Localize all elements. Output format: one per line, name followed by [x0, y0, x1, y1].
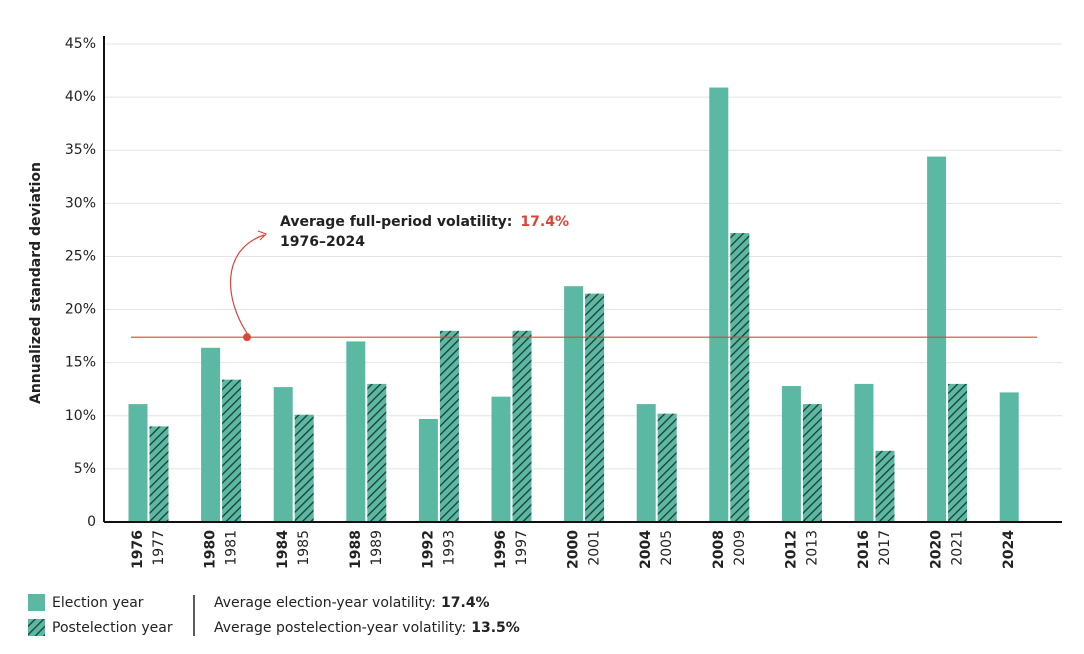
bar: [657, 413, 677, 522]
x-tick-label: 1984: [275, 530, 291, 569]
y-tick-label: 25%: [65, 248, 96, 264]
x-tick-label: 1993: [441, 530, 457, 566]
x-tick-label: 2021: [950, 530, 966, 566]
bar: [149, 426, 169, 522]
y-tick-label: 5%: [74, 461, 96, 477]
x-tick-label: 2016: [856, 530, 872, 569]
x-tick-label: 2001: [587, 530, 603, 566]
bar: [439, 330, 459, 522]
y-tick-label: 0: [87, 514, 96, 530]
legend-swatch: [28, 594, 45, 611]
arrow-head: [257, 230, 268, 241]
x-tick-label: 1977: [151, 530, 167, 566]
bar: [999, 392, 1019, 522]
bar: [346, 341, 366, 522]
bar: [636, 404, 656, 522]
bar: [222, 379, 242, 522]
bar: [367, 383, 387, 522]
y-tick-label: 20%: [65, 302, 96, 318]
x-tick-label: 1985: [296, 530, 312, 566]
bar: [948, 383, 968, 522]
x-tick-label: 1992: [420, 530, 436, 569]
bar: [418, 418, 438, 522]
bar: [927, 156, 947, 522]
note: Average postelection-year volatility: 13.…: [214, 620, 520, 636]
legend-label: Election year: [52, 595, 144, 611]
bar: [201, 347, 221, 522]
x-tick-label: 2004: [638, 530, 654, 569]
x-tick-label: 2009: [732, 530, 748, 566]
y-axis-title: Annualized standard deviation: [28, 162, 44, 404]
bar: [294, 414, 314, 522]
bar: [128, 404, 148, 522]
y-tick-label: 45%: [65, 36, 96, 52]
x-tick-label: 2020: [929, 530, 945, 569]
bar: [564, 286, 584, 522]
bar: [781, 386, 801, 522]
bar: [709, 87, 729, 522]
x-tick-label: 1980: [203, 530, 219, 569]
x-tick-label: 1996: [493, 530, 509, 569]
annotation-period: 1976–2024: [280, 234, 365, 250]
x-tick-label: 1981: [224, 530, 240, 566]
bar: [273, 387, 293, 522]
annotation: Average full-period volatility: 17.4%: [280, 214, 569, 230]
x-tick-label: 2024: [1001, 530, 1017, 569]
x-tick-label: 1989: [369, 530, 385, 566]
y-tick-label: 15%: [65, 355, 96, 371]
note-value: 17.4%: [441, 595, 490, 611]
x-tick-label: 2008: [711, 530, 727, 569]
x-tick-label: 2000: [566, 530, 582, 569]
bar: [854, 383, 874, 522]
annotation-text: Average full-period volatility:: [280, 214, 512, 230]
x-tick-label: 2017: [877, 530, 893, 566]
note-text: Average postelection-year volatility:: [214, 620, 466, 636]
bar: [585, 293, 605, 522]
note-value: 13.5%: [471, 620, 520, 636]
legend-label: Postelection year: [52, 620, 173, 636]
average-dot: [243, 333, 251, 342]
x-tick-label: 2005: [659, 530, 675, 566]
y-tick-label: 35%: [65, 142, 96, 158]
x-tick-label: 2012: [783, 530, 799, 569]
y-tick-label: 10%: [65, 408, 96, 424]
bar: [730, 233, 750, 522]
x-tick-label: 1976: [130, 530, 146, 569]
x-tick-label: 1997: [514, 530, 530, 566]
x-tick-label: 2013: [804, 530, 820, 566]
legend-swatch: [28, 619, 45, 636]
note: Average election-year volatility: 17.4%: [214, 595, 490, 611]
bar: [512, 330, 532, 522]
y-tick-label: 30%: [65, 195, 96, 211]
note-text: Average election-year volatility:: [214, 595, 436, 611]
bar: [875, 450, 895, 522]
x-tick-label: 1988: [348, 530, 364, 569]
annotation-value: 17.4%: [520, 214, 569, 230]
bar: [802, 404, 822, 522]
y-tick-label: 40%: [65, 89, 96, 105]
annotation-arrow: [230, 234, 265, 334]
bar: [491, 396, 511, 522]
